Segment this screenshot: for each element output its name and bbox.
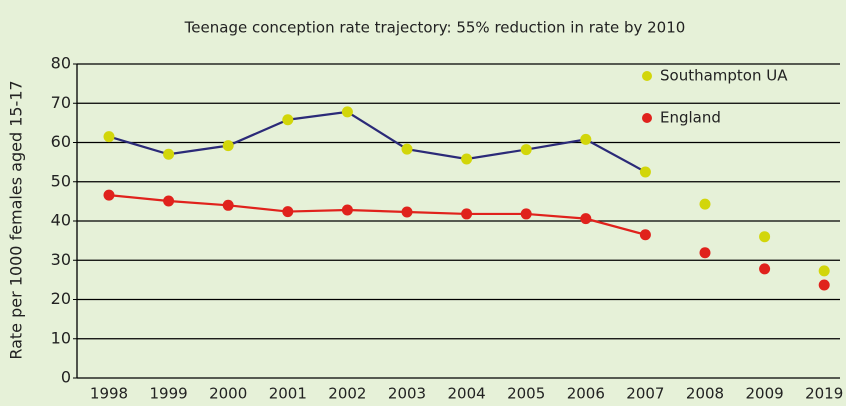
data-point [699, 198, 711, 210]
y-tick-label: 70 [51, 93, 71, 112]
data-point [222, 199, 234, 211]
data-point [818, 265, 830, 277]
x-tick-label: 2001 [269, 385, 307, 403]
y-tick-label: 20 [51, 289, 71, 308]
data-point [461, 208, 473, 220]
data-point [401, 143, 413, 155]
data-point [163, 148, 175, 160]
data-point [341, 106, 353, 118]
y-tick-label: 10 [51, 328, 71, 347]
data-point [580, 133, 592, 145]
data-point [103, 189, 115, 201]
x-tick-label: 1999 [150, 385, 188, 403]
y-axis-label: Rate per 1000 females aged 15-17 [7, 80, 26, 359]
legend-marker [642, 71, 652, 81]
data-point [699, 247, 711, 259]
x-tick-label: 2003 [388, 385, 426, 403]
chart-title: Teenage conception rate trajectory: 55% … [184, 19, 686, 37]
legend-label: Southampton UA [660, 67, 788, 85]
x-tick-label: 1998 [90, 385, 128, 403]
y-tick-label: 60 [51, 132, 71, 151]
x-tick-label: 2008 [686, 385, 724, 403]
x-tick-label: 2019 [805, 385, 843, 403]
y-tick-label: 30 [51, 250, 71, 269]
data-point [580, 213, 592, 225]
x-tick-label: 2005 [507, 385, 545, 403]
data-point [759, 231, 771, 243]
legend-label: England [660, 109, 721, 127]
legend-marker [642, 113, 652, 123]
data-point [759, 263, 771, 275]
data-point [222, 140, 234, 152]
x-tick-label: 2006 [567, 385, 605, 403]
x-tick-label: 2000 [209, 385, 247, 403]
data-point [639, 166, 651, 178]
data-point [818, 279, 830, 291]
x-tick-label: 2002 [328, 385, 366, 403]
data-point [163, 195, 175, 207]
data-point [282, 206, 294, 218]
data-point [103, 131, 115, 143]
data-point [520, 144, 532, 156]
data-point [461, 153, 473, 165]
data-point [639, 229, 651, 241]
x-tick-label: 2009 [746, 385, 784, 403]
y-tick-label: 80 [51, 54, 71, 73]
y-tick-label: 40 [51, 211, 71, 230]
data-point [341, 204, 353, 216]
series-line [108, 194, 646, 236]
y-tick-label: 50 [51, 171, 71, 190]
series-line [108, 110, 646, 173]
data-point [401, 206, 413, 218]
x-tick-label: 2004 [448, 385, 486, 403]
data-point [282, 114, 294, 126]
x-tick-label: 2007 [626, 385, 664, 403]
y-tick-label: 0 [61, 368, 71, 387]
data-point [520, 208, 532, 220]
